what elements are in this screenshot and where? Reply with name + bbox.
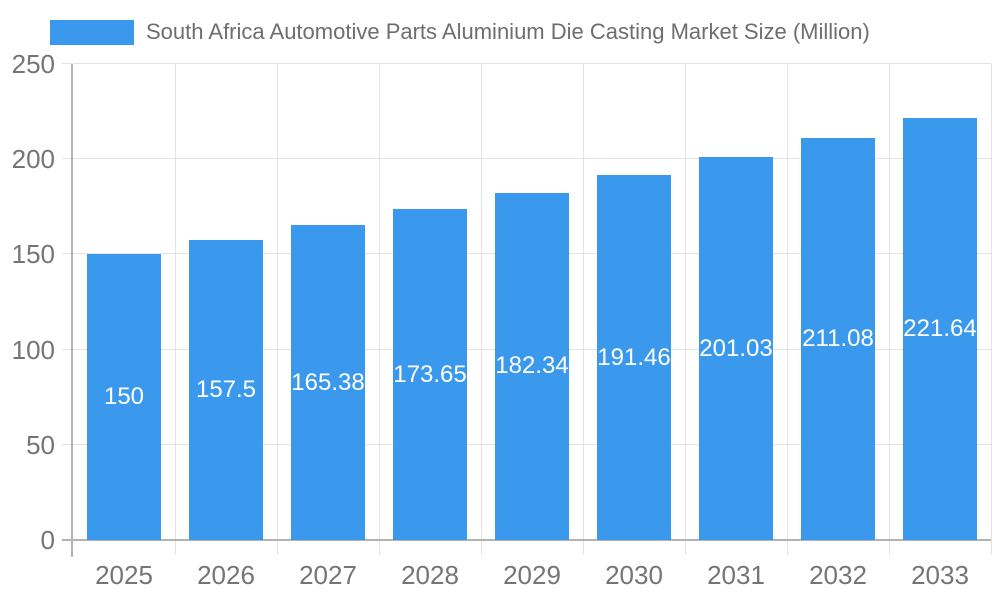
x-tick-label: 2032 <box>809 560 867 590</box>
y-tick-label: 100 <box>11 334 55 365</box>
bar[interactable] <box>393 209 467 540</box>
x-axis-line <box>62 539 991 541</box>
x-tick-label: 2029 <box>503 560 561 590</box>
v-gridline <box>277 64 278 540</box>
x-axis-tick <box>991 540 992 555</box>
x-axis-tick <box>685 540 686 555</box>
bar-value-label: 182.34 <box>495 352 569 380</box>
bar-value-label: 165.38 <box>291 368 365 396</box>
h-gridline <box>73 158 991 160</box>
h-gridline <box>73 63 991 64</box>
bar[interactable] <box>291 225 365 540</box>
y-axis-tick <box>62 443 72 445</box>
x-axis-tick <box>379 540 380 555</box>
x-tick-label: 2033 <box>911 560 969 590</box>
v-gridline <box>175 64 176 540</box>
x-tick-label: 2028 <box>401 560 459 590</box>
bar[interactable] <box>597 175 671 540</box>
y-axis-tick <box>62 253 72 255</box>
bar-value-label: 157.5 <box>195 376 257 404</box>
legend-item[interactable]: South Africa Automotive Parts Aluminium … <box>50 19 870 45</box>
y-tick-label: 50 <box>26 429 55 460</box>
x-tick-label: 2030 <box>605 560 663 590</box>
y-axis-line <box>71 64 73 557</box>
y-tick-label: 200 <box>11 144 55 175</box>
v-gridline <box>685 64 686 540</box>
bar-value-label: 191.46 <box>597 343 671 371</box>
bar[interactable] <box>903 117 977 540</box>
y-axis-tick <box>62 63 72 64</box>
x-axis-tick <box>889 540 890 555</box>
v-gridline <box>379 64 380 540</box>
v-gridline <box>481 64 482 540</box>
y-axis-tick <box>62 158 72 160</box>
x-axis-tick <box>481 540 482 555</box>
v-gridline <box>583 64 584 540</box>
v-gridline <box>889 64 890 540</box>
x-tick-label: 2025 <box>95 560 153 590</box>
bar[interactable] <box>87 254 161 540</box>
bar[interactable] <box>801 138 875 540</box>
x-tick-label: 2027 <box>299 560 357 590</box>
legend-swatch <box>50 19 134 45</box>
bar[interactable] <box>699 157 773 540</box>
x-tick-label: 2026 <box>197 560 255 590</box>
y-axis-tick <box>62 348 72 350</box>
x-axis-tick <box>787 540 788 555</box>
bar[interactable] <box>495 192 569 540</box>
x-tick-label: 2031 <box>707 560 765 590</box>
bar-value-label: 150 <box>103 383 145 411</box>
v-gridline <box>991 64 992 540</box>
x-axis-tick <box>277 540 278 555</box>
x-axis-tick <box>583 540 584 555</box>
x-axis-tick <box>175 540 176 555</box>
legend-label: South Africa Automotive Parts Aluminium … <box>146 19 870 44</box>
y-tick-label: 250 <box>11 49 55 79</box>
bar-value-label: 221.64 <box>903 314 977 342</box>
bar-value-label: 201.03 <box>699 334 773 362</box>
v-gridline <box>787 64 788 540</box>
y-tick-label: 150 <box>11 239 55 270</box>
bar-value-label: 211.08 <box>802 325 874 353</box>
y-tick-label: 0 <box>40 525 55 555</box>
bar-value-label: 173.65 <box>393 360 467 388</box>
bar[interactable] <box>189 240 263 540</box>
